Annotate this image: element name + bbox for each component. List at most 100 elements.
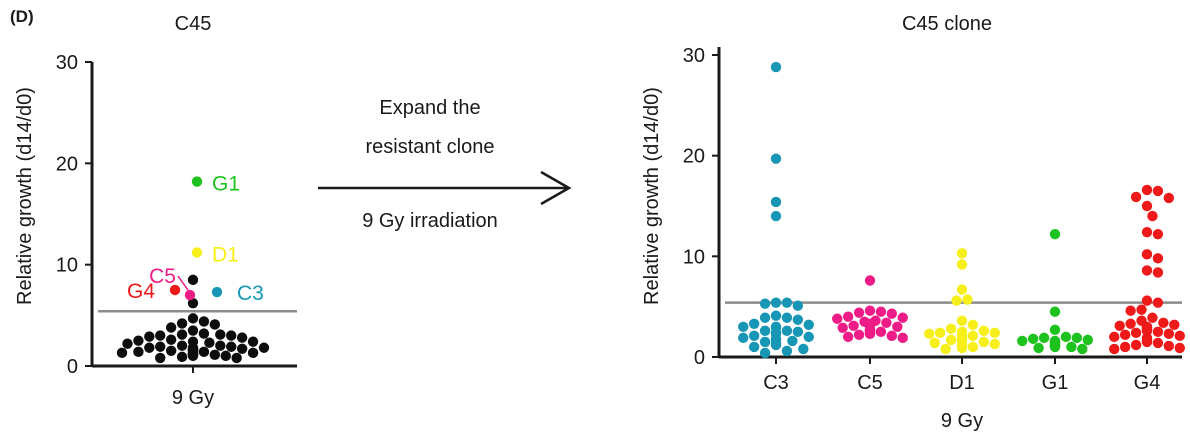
labeled-point-c5	[184, 289, 196, 301]
data-point-g1	[1082, 334, 1093, 346]
left-y-tick-label: 20	[56, 153, 78, 175]
data-point-g1	[1017, 335, 1028, 347]
data-point-d1	[951, 295, 962, 306]
data-point	[198, 328, 210, 339]
data-point	[226, 330, 237, 341]
right-x-tick-label-d1: D1	[949, 372, 975, 394]
data-point-c3	[803, 319, 814, 330]
data-point-c3	[770, 334, 782, 346]
data-point-d1	[934, 327, 946, 339]
data-point-g4	[1152, 267, 1164, 278]
data-point-c3	[748, 318, 760, 329]
data-point	[204, 337, 215, 348]
left-x-tick-label: 9 Gy	[172, 387, 214, 409]
data-point-g4	[1141, 336, 1153, 348]
data-point	[220, 350, 231, 362]
data-point	[187, 342, 199, 353]
data-point-g4	[1152, 337, 1164, 349]
data-point-d1	[924, 328, 935, 340]
data-point-g4	[1163, 192, 1175, 204]
data-point	[176, 340, 188, 351]
right-y-axis-label: Relative growth (d14/d0)	[641, 87, 663, 305]
data-point	[247, 336, 259, 347]
expand-arrow-annotation: Expand the resistant clone 9 Gy irradiat…	[318, 97, 572, 232]
data-point-d1	[940, 343, 951, 355]
data-point-g4	[1152, 326, 1164, 338]
arrow-text-line3: 9 Gy irradiation	[362, 210, 498, 232]
right-y-ticks: 0 10 20 30	[683, 45, 719, 369]
data-point-g4	[1147, 312, 1158, 323]
data-point	[155, 330, 166, 341]
data-point-c5	[864, 327, 876, 339]
labeled-point-g1	[191, 176, 203, 187]
data-point	[209, 349, 221, 361]
data-point-d1	[929, 337, 940, 349]
data-point-g4	[1141, 295, 1153, 306]
labeled-point-c3	[211, 286, 223, 298]
data-point-d1	[956, 284, 968, 295]
data-point-c3	[759, 312, 771, 323]
data-point-c3	[748, 341, 760, 353]
data-point	[236, 343, 248, 354]
data-point-c3	[792, 300, 804, 311]
panel-label: (D)	[10, 7, 34, 26]
right-y-tick-label: 20	[683, 146, 705, 168]
data-point	[236, 332, 248, 343]
data-point-c3	[798, 343, 809, 355]
data-point	[215, 329, 226, 340]
data-point-g1	[1049, 228, 1061, 240]
right-chart: C45 clone Relative growth (d14/d0) 9 Gy …	[641, 13, 1185, 432]
data-point-g4	[1125, 305, 1136, 316]
data-point-c5	[875, 326, 887, 338]
point-label-c5: C5	[149, 265, 176, 288]
left-chart: C45 Relative growth (d14/d0) 9 Gy 0 10 20 3…	[14, 13, 297, 409]
data-point-c3	[770, 310, 782, 321]
data-point-d1	[967, 330, 979, 342]
data-point-g4	[1163, 340, 1175, 352]
data-point-c5	[875, 306, 887, 317]
arrow-text-line2: resistant clone	[366, 136, 495, 158]
data-point-d1	[978, 336, 990, 348]
data-point-d1	[989, 327, 1000, 339]
data-point-g4	[1109, 343, 1120, 355]
point-label-c3: C3	[237, 282, 264, 305]
data-point-c3	[759, 347, 771, 359]
data-point-g1	[1049, 324, 1061, 336]
data-point-g1	[1071, 332, 1083, 344]
data-point-g4	[1141, 249, 1153, 260]
data-point-c5	[892, 321, 903, 332]
data-point	[122, 338, 133, 349]
labeled-point-d1	[191, 247, 203, 258]
data-point-g4	[1130, 327, 1142, 339]
data-point	[165, 345, 177, 356]
data-point-c3	[781, 345, 793, 357]
data-point-g1	[1049, 341, 1061, 353]
data-point-g4	[1130, 191, 1142, 203]
data-point-c3	[787, 335, 798, 347]
data-point-d1	[956, 342, 968, 354]
data-point-c3	[803, 331, 814, 343]
data-point-g4	[1152, 253, 1164, 264]
data-point	[165, 334, 177, 345]
data-point	[187, 313, 199, 324]
data-point-d1	[967, 341, 979, 353]
data-point-g1	[1077, 343, 1088, 355]
data-point-g4	[1141, 321, 1153, 332]
data-point-g4	[1158, 317, 1169, 328]
data-point-c5	[881, 317, 892, 328]
data-point-g4	[1152, 185, 1164, 197]
data-point	[247, 347, 259, 359]
data-point-g4	[1152, 297, 1164, 308]
data-point-g4	[1141, 226, 1153, 238]
data-point-g4	[1174, 330, 1185, 342]
right-x-tick-label-c5: C5	[857, 372, 883, 394]
data-point	[258, 342, 270, 353]
data-point-g1	[1038, 332, 1050, 344]
data-point-c5	[864, 275, 876, 286]
left-y-tick-label: 0	[67, 356, 78, 378]
data-point-d1	[945, 323, 957, 335]
right-points	[738, 61, 1185, 359]
data-point-c5	[886, 330, 898, 342]
